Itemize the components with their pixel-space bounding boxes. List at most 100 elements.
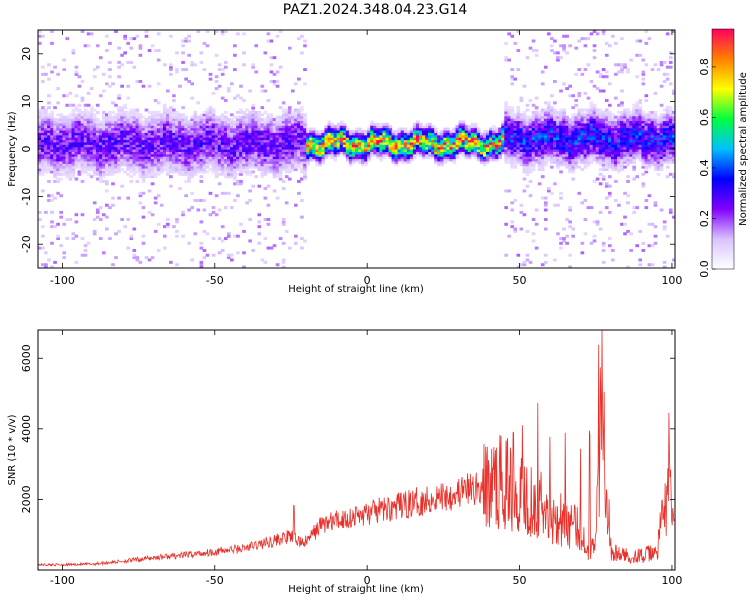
heatmap-cell: [489, 149, 493, 152]
heatmap-cell: [583, 198, 588, 202]
heatmap-cell: [300, 113, 304, 117]
heatmap-cell: [607, 160, 612, 164]
heatmap-cell: [144, 165, 149, 169]
heatmap-cell: [385, 151, 390, 155]
heatmap-cell: [62, 153, 67, 157]
heatmap-cell: [504, 132, 508, 136]
heatmap-cell: [172, 137, 176, 141]
heatmap-cell: [504, 156, 508, 160]
heatmap-cell: [169, 153, 173, 157]
heatmap-cell: [147, 158, 152, 162]
heatmap-cell: [126, 137, 131, 141]
heatmap-cell: [330, 149, 335, 152]
heatmap-cell: [281, 125, 286, 129]
heatmap-cell: [312, 151, 316, 155]
heatmap-cell: [452, 149, 457, 152]
heatmap-cell: [315, 146, 319, 150]
heatmap-cell: [534, 110, 539, 114]
heatmap-cell: [537, 127, 542, 131]
heatmap-cell: [102, 118, 106, 122]
heatmap-cell: [147, 170, 152, 174]
heatmap-cell: [461, 127, 466, 131]
heatmap-cell: [220, 146, 225, 150]
heatmap-cell: [321, 156, 326, 160]
heatmap-cell: [574, 103, 579, 107]
heatmap-cell: [318, 153, 323, 157]
heatmap-cell: [589, 79, 594, 83]
heatmap-cell: [425, 151, 429, 155]
heatmap-cell: [294, 122, 298, 126]
heatmap-cell: [486, 153, 490, 157]
heatmap-cell: [129, 37, 134, 41]
heatmap-cell: [443, 134, 448, 138]
heatmap-cell: [348, 129, 353, 133]
heatmap-cell: [287, 168, 292, 172]
heatmap-cell: [65, 218, 70, 221]
heatmap-cell: [184, 170, 188, 174]
heatmap-cell: [56, 132, 60, 136]
heatmap-cell: [345, 139, 350, 143]
heatmap-cell: [278, 237, 283, 241]
heatmap-cell: [199, 122, 204, 126]
heatmap-cell: [489, 153, 493, 157]
heatmap-cell: [522, 139, 527, 143]
heatmap-cell: [144, 139, 149, 143]
heatmap-cell: [574, 125, 579, 129]
heatmap-cell: [559, 141, 563, 145]
heatmap-cell: [132, 160, 137, 164]
heatmap-cell: [431, 146, 435, 150]
heatmap-cell: [519, 146, 524, 150]
heatmap-cell: [138, 175, 143, 179]
heatmap-cell: [294, 163, 298, 167]
heatmap-cell: [379, 153, 384, 157]
heatmap-cell: [245, 165, 249, 169]
heatmap-cell: [123, 170, 127, 174]
heatmap-cell: [300, 151, 304, 155]
heatmap-cell: [583, 37, 588, 41]
heatmap-cell: [510, 120, 515, 124]
heatmap-cell: [604, 165, 609, 169]
heatmap-cell: [543, 134, 548, 138]
heatmap-cell: [202, 256, 207, 260]
heatmap-cell: [263, 134, 268, 138]
heatmap-cell: [98, 94, 103, 98]
heatmap-cell: [205, 30, 210, 33]
heatmap-cell: [458, 144, 463, 148]
heatmap-cell: [528, 153, 533, 157]
heatmap-cell: [92, 113, 97, 117]
heatmap-cell: [68, 122, 73, 126]
heatmap-cell: [65, 37, 70, 41]
heatmap-cell: [65, 129, 70, 133]
heatmap-cell: [306, 144, 310, 148]
heatmap-cell: [251, 132, 255, 136]
heatmap-cell: [83, 153, 88, 157]
heatmap-cell: [217, 68, 222, 72]
heatmap-cell: [111, 118, 115, 122]
heatmap-cell: [559, 241, 563, 245]
heatmap-cell: [461, 122, 466, 126]
heatmap-cell: [220, 32, 225, 36]
heatmap-cell: [519, 158, 524, 162]
heatmap-cell: [47, 106, 51, 110]
heatmap-cell: [611, 153, 615, 157]
heatmap-cell: [519, 144, 524, 148]
heatmap-cell: [92, 75, 97, 79]
heatmap-cell: [516, 118, 521, 122]
heatmap-cell: [531, 139, 536, 143]
heatmap-cell: [294, 134, 298, 138]
heatmap-cell: [71, 144, 76, 148]
heatmap-cell: [321, 144, 326, 148]
heatmap-cell: [546, 187, 551, 191]
heatmap-cell: [601, 244, 606, 248]
heatmap-cell: [47, 134, 51, 138]
heatmap-cell: [361, 132, 365, 136]
heatmap-cell: [601, 175, 606, 179]
heatmap-cell: [473, 151, 478, 155]
heatmap-cell: [351, 153, 356, 157]
heatmap-cell: [449, 129, 454, 133]
heatmap-cell: [510, 77, 515, 81]
heatmap-cell: [150, 168, 155, 172]
heatmap-cell: [98, 172, 103, 176]
heatmap-cell: [284, 139, 289, 143]
heatmap-cell: [138, 122, 143, 126]
